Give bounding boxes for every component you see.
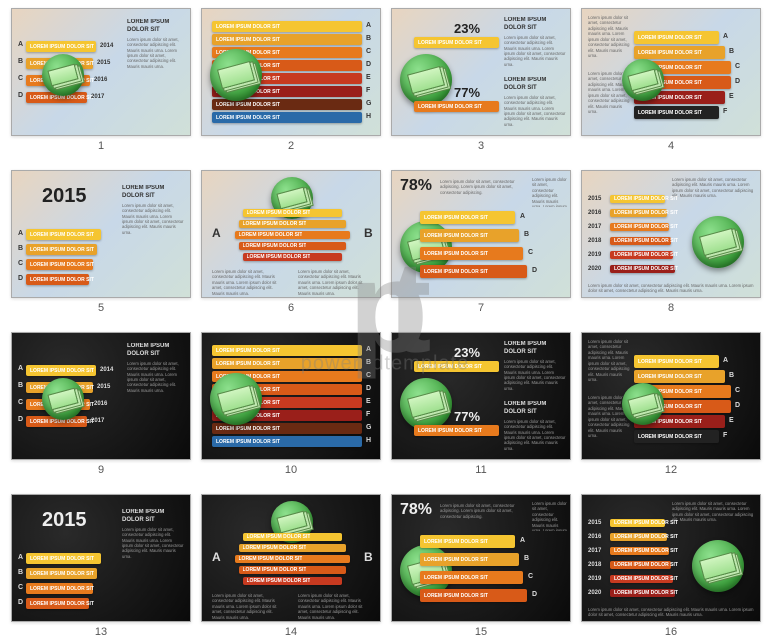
slide-cell: LOREM IPSUM DOLOR SITLorem ipsum dolor s… <box>390 8 572 152</box>
slide-16[interactable]: Lorem ipsum dolor sit amet, consectetur … <box>581 494 761 622</box>
slide-number: 10 <box>285 464 297 476</box>
slide-number: 4 <box>668 140 674 152</box>
text-block: Lorem ipsum dolor sit amet, consectetur … <box>672 501 756 523</box>
money-icon <box>42 54 84 96</box>
text-block: LOREM IPSUM DOLOR SITLorem ipsum dolor s… <box>504 341 566 391</box>
money-icon <box>692 540 744 592</box>
slide-number: 1 <box>98 140 104 152</box>
text-block: Lorem ipsum dolor sit amet, consectetur … <box>298 593 372 619</box>
slide-number: 13 <box>95 626 107 638</box>
slide-number: 3 <box>478 140 484 152</box>
slide-14[interactable]: LOREM IPSUM DOLOR SITLOREM IPSUM DOLOR S… <box>201 494 381 622</box>
slide-grid: ALOREM IPSUM DOLOR SIT2014BLOREM IPSUM D… <box>10 8 762 638</box>
text-block: Lorem ipsum dolor sit amet, consectetur … <box>588 339 632 389</box>
slide-4[interactable]: Lorem ipsum dolor sit amet, consectetur … <box>581 8 761 136</box>
text-block: LOREM IPSUM DOLOR SITLorem ipsum dolor s… <box>127 343 185 453</box>
slide-6[interactable]: LOREM IPSUM DOLOR SITLOREM IPSUM DOLOR S… <box>201 170 381 298</box>
slide-number: 8 <box>668 302 674 314</box>
big-year: 2015 <box>42 185 87 208</box>
slide-9[interactable]: ALOREM IPSUM DOLOR SIT2014BLOREM IPSUM D… <box>11 332 191 460</box>
big-year: 2015 <box>42 509 87 532</box>
slide-12[interactable]: Lorem ipsum dolor sit amet, consectetur … <box>581 332 761 460</box>
money-icon <box>622 383 664 425</box>
slide-5[interactable]: 2015 ALOREM IPSUM DOLOR SITBLOREM IPSUM … <box>11 170 191 298</box>
slide-number: 15 <box>475 626 487 638</box>
percent-bot: 77% <box>454 409 480 424</box>
slide-cell: LOREM IPSUM DOLOR SITALOREM IPSUM DOLOR … <box>200 332 382 476</box>
text-block: LOREM IPSUM DOLOR SITLorem ipsum dolor s… <box>127 19 185 129</box>
text-block: Lorem ipsum dolor sit amet, consectetur … <box>588 607 756 621</box>
slide-cell: LOREM IPSUM DOLOR SITLorem ipsum dolor s… <box>390 332 572 476</box>
text-block: Lorem ipsum dolor sit amet, consectetur … <box>532 501 568 531</box>
text-block: Lorem ipsum dolor sit amet, consectetur … <box>588 15 632 65</box>
text-block: LOREM IPSUM DOLOR SITLorem ipsum dolor s… <box>504 77 566 127</box>
money-icon <box>400 54 452 106</box>
text-block: Lorem ipsum dolor sit amet, consectetur … <box>212 593 286 619</box>
slide-number: 6 <box>288 302 294 314</box>
slide-cell: Lorem ipsum dolor sit amet, consectetur … <box>580 170 762 314</box>
money-icon <box>692 216 744 268</box>
slide-cell: LOREM IPSUM DOLOR SITLOREM IPSUM DOLOR S… <box>200 170 382 314</box>
slide-1[interactable]: ALOREM IPSUM DOLOR SIT2014BLOREM IPSUM D… <box>11 8 191 136</box>
text-block: LOREM IPSUM DOLOR SITLorem ipsum dolor s… <box>122 509 184 609</box>
slide-cell: Lorem ipsum dolor sit amet, consectetur … <box>580 494 762 638</box>
slide-8[interactable]: Lorem ipsum dolor sit amet, consectetur … <box>581 170 761 298</box>
slide-number: 16 <box>665 626 677 638</box>
text-block: Lorem ipsum dolor sit amet, consectetur … <box>588 283 756 297</box>
slide-number: 12 <box>665 464 677 476</box>
text-block: Lorem ipsum dolor sit amet, consectetur … <box>440 179 520 201</box>
slide-cell: 78% Lorem ipsum dolor sit amet, consecte… <box>390 494 572 638</box>
slide-cell: 2015 ALOREM IPSUM DOLOR SITBLOREM IPSUM … <box>10 170 192 314</box>
slide-number: 9 <box>98 464 104 476</box>
slide-7[interactable]: 78% Lorem ipsum dolor sit amet, consecte… <box>391 170 571 298</box>
slide-cell: 2015 ALOREM IPSUM DOLOR SITBLOREM IPSUM … <box>10 494 192 638</box>
slide-2[interactable]: LOREM IPSUM DOLOR SITALOREM IPSUM DOLOR … <box>201 8 381 136</box>
text-block: Lorem ipsum dolor sit amet, consectetur … <box>532 177 568 207</box>
big-pct: 78% <box>400 177 432 195</box>
text-block: Lorem ipsum dolor sit amet, consectetur … <box>440 503 520 525</box>
slide-number: 2 <box>288 140 294 152</box>
text-block: Lorem ipsum dolor sit amet, consectetur … <box>672 177 756 199</box>
slide-number: 5 <box>98 302 104 314</box>
text-block: LOREM IPSUM DOLOR SITLorem ipsum dolor s… <box>504 401 566 451</box>
slide-3[interactable]: LOREM IPSUM DOLOR SITLorem ipsum dolor s… <box>391 8 571 136</box>
slide-number: 7 <box>478 302 484 314</box>
money-icon <box>400 378 452 430</box>
slide-11[interactable]: LOREM IPSUM DOLOR SITLorem ipsum dolor s… <box>391 332 571 460</box>
slide-cell: Lorem ipsum dolor sit amet, consectetur … <box>580 8 762 152</box>
slide-number: 11 <box>475 464 486 476</box>
percent-bot: 77% <box>454 85 480 100</box>
slide-number: 14 <box>285 626 297 638</box>
slide-cell: LOREM IPSUM DOLOR SITLOREM IPSUM DOLOR S… <box>200 494 382 638</box>
big-pct: 78% <box>400 501 432 519</box>
slide-cell: LOREM IPSUM DOLOR SITALOREM IPSUM DOLOR … <box>200 8 382 152</box>
text-block: LOREM IPSUM DOLOR SITLorem ipsum dolor s… <box>122 185 184 285</box>
slide-13[interactable]: 2015 ALOREM IPSUM DOLOR SITBLOREM IPSUM … <box>11 494 191 622</box>
percent-top: 23% <box>454 345 480 360</box>
text-block: LOREM IPSUM DOLOR SITLorem ipsum dolor s… <box>504 17 566 67</box>
money-icon <box>210 373 262 425</box>
slide-cell: ALOREM IPSUM DOLOR SIT2014BLOREM IPSUM D… <box>10 8 192 152</box>
slide-15[interactable]: 78% Lorem ipsum dolor sit amet, consecte… <box>391 494 571 622</box>
slide-cell: 78% Lorem ipsum dolor sit amet, consecte… <box>390 170 572 314</box>
text-block: Lorem ipsum dolor sit amet, consectetur … <box>212 269 286 295</box>
slide-cell: ALOREM IPSUM DOLOR SIT2014BLOREM IPSUM D… <box>10 332 192 476</box>
percent-top: 23% <box>454 21 480 36</box>
text-block: Lorem ipsum dolor sit amet, consectetur … <box>298 269 372 295</box>
slide-cell: Lorem ipsum dolor sit amet, consectetur … <box>580 332 762 476</box>
money-icon <box>622 59 664 101</box>
slide-10[interactable]: LOREM IPSUM DOLOR SITALOREM IPSUM DOLOR … <box>201 332 381 460</box>
money-icon <box>42 378 84 420</box>
money-icon <box>210 49 262 101</box>
